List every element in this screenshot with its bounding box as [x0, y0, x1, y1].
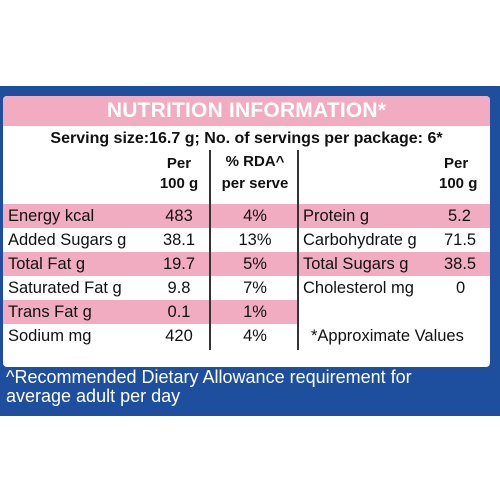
- footnote-line2: average adult per day: [6, 386, 181, 406]
- nutrient-name: Total Fat g: [8, 255, 86, 273]
- nutrient-name: Added Sugars g: [8, 231, 127, 249]
- nutrient-rda: 13%: [238, 231, 272, 249]
- nutrient-per-100g-right: 5.2: [448, 207, 471, 225]
- nutrient-name-right: Protein g: [303, 207, 370, 225]
- nutrient-per-100g-right: 38.5: [444, 255, 477, 273]
- nutrient-per-100g-right: 0: [456, 279, 466, 297]
- nutrient-name-right: Total Sugars g: [303, 255, 409, 273]
- nutrient-per-100g: 483: [165, 207, 193, 225]
- nutrient-rda: 7%: [243, 279, 267, 297]
- nutrient-name: Saturated Fat g: [8, 279, 122, 297]
- rda-header-line1: % RDA^: [225, 153, 285, 170]
- nutrition-card: NUTRITION INFORMATION* Serving size:16.7…: [3, 96, 490, 367]
- nutrition-title: NUTRITION INFORMATION*: [3, 96, 490, 126]
- table-row: Total Fat g 19.7 5% Total Sugars g 38.5: [3, 252, 490, 276]
- table-row: Energy kcal 483 4% Protein g 5.2: [3, 204, 490, 228]
- nutrient-per-100g: 0.1: [167, 303, 191, 321]
- rda-header-line2: per serve: [221, 175, 289, 192]
- rda-footnote: ^Recommended Dietary Allowance requireme…: [6, 368, 496, 406]
- nutrient-name: Trans Fat g: [8, 303, 92, 321]
- nutrient-per-100g: 9.8: [167, 279, 191, 297]
- nutrient-per-100g: 38.1: [162, 231, 196, 249]
- serving-info: Serving size:16.7 g; No. of servings per…: [50, 130, 443, 147]
- table-row: Trans Fat g 0.1 1%: [3, 300, 490, 324]
- nutrient-name-right: Cholesterol mg: [303, 279, 414, 297]
- table-row: Added Sugars g 38.1 13% Carbohydrate g 7…: [3, 228, 490, 252]
- nutrient-name: Energy kcal: [8, 207, 95, 225]
- nutrient-rda: 4%: [243, 327, 267, 345]
- table-row: Sodium mg 420 4% *Approximate Values: [3, 324, 490, 348]
- nutrient-name: Sodium mg: [8, 327, 92, 345]
- nutrient-rda: 1%: [243, 303, 267, 321]
- nutrient-per-100g: 420: [165, 327, 193, 345]
- table-row: Saturated Fat g 9.8 7% Cholesterol mg 0: [3, 276, 490, 300]
- nutrient-name-right: Carbohydrate g: [303, 231, 417, 249]
- per-100g-header-line2: 100 g: [159, 175, 199, 192]
- right-per-header-line1: Per: [444, 155, 469, 172]
- nutrient-rda: 4%: [243, 207, 267, 225]
- right-per-header-line2: 100 g: [439, 175, 478, 192]
- nutrient-per-100g-right: 71.5: [444, 231, 477, 249]
- column-divider: [209, 150, 211, 350]
- footnote-line1: ^Recommended Dietary Allowance requireme…: [6, 367, 412, 387]
- approximate-note: *Approximate Values: [311, 327, 464, 345]
- nutrient-rda: 5%: [243, 255, 267, 273]
- nutrient-per-100g: 19.7: [162, 255, 196, 273]
- column-divider: [297, 150, 299, 350]
- per-100g-header-line1: Per: [166, 155, 192, 172]
- empty-cell: [299, 300, 490, 324]
